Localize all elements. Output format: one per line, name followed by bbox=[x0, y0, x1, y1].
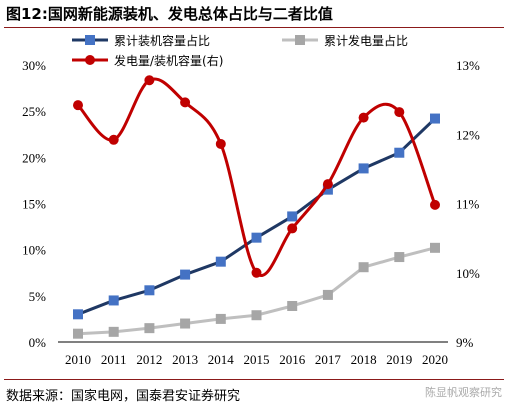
data-point-generation bbox=[144, 323, 155, 334]
data-point-generation bbox=[180, 318, 191, 329]
x-tick-label: 2015 bbox=[244, 352, 270, 367]
data-point-ratio bbox=[73, 100, 83, 111]
x-tick-label: 2016 bbox=[279, 352, 306, 367]
y-right-tick-label: 9% bbox=[456, 335, 474, 350]
legend: 累计装机容量占比 累计发电量占比 发电量/装机容量(右) bbox=[72, 33, 408, 68]
data-point-generation bbox=[215, 313, 226, 324]
y-left-tick-label: 30% bbox=[22, 58, 46, 73]
x-tick-label: 2013 bbox=[172, 352, 198, 367]
y-right-tick-label: 12% bbox=[456, 127, 480, 142]
data-point-generation bbox=[394, 252, 405, 263]
y-axis-right: 9% 10% 11% 12% 13% bbox=[456, 58, 480, 350]
x-tick-label: 2010 bbox=[65, 352, 91, 367]
data-point-ratio bbox=[180, 97, 191, 108]
data-point-ratio bbox=[322, 179, 333, 190]
data-point-generation bbox=[251, 310, 262, 321]
legend-marker-generation bbox=[295, 35, 305, 45]
data-point-generation bbox=[430, 242, 440, 253]
data-point-installed bbox=[215, 256, 226, 267]
data-point-generation bbox=[73, 328, 83, 339]
legend-label-ratio: 发电量/装机容量(右) bbox=[114, 53, 223, 68]
x-tick-label: 2020 bbox=[422, 352, 448, 367]
data-point-generation bbox=[358, 262, 369, 273]
chart-title: 图12:国网新能源装机、发电总体占比与二者比值 bbox=[6, 5, 333, 23]
source-note: 数据来源：国家电网，国泰君安证券研究 bbox=[6, 389, 241, 404]
y-left-tick-label: 15% bbox=[22, 197, 46, 212]
x-tick-label: 2017 bbox=[315, 352, 342, 367]
data-point-ratio bbox=[287, 223, 298, 234]
chart: 累计装机容量占比 累计发电量占比 发电量/装机容量(右) 0% 5% 10% 15% 2… bbox=[22, 33, 480, 367]
footer-rule bbox=[4, 379, 504, 380]
data-point-installed bbox=[108, 295, 119, 306]
data-point-generation bbox=[108, 326, 119, 337]
y-left-tick-label: 10% bbox=[22, 243, 46, 258]
data-point-installed bbox=[358, 163, 369, 174]
data-point-installed bbox=[430, 113, 440, 124]
data-point-installed bbox=[144, 285, 155, 296]
x-tick-label: 2018 bbox=[351, 352, 377, 367]
legend-label-generation: 累计发电量占比 bbox=[324, 33, 408, 48]
data-point-installed bbox=[322, 184, 333, 195]
x-tick-label: 2014 bbox=[208, 352, 235, 367]
data-point-ratio bbox=[251, 267, 262, 278]
data-point-ratio bbox=[108, 134, 119, 145]
legend-label-installed: 累计装机容量占比 bbox=[114, 33, 210, 48]
data-point-installed bbox=[73, 309, 83, 320]
y-right-tick-label: 11% bbox=[456, 197, 480, 212]
data-point-ratio bbox=[215, 138, 226, 149]
y-axis-left: 0% 5% 10% 15% 20% 25% 30% bbox=[22, 58, 46, 350]
data-point-generation bbox=[287, 300, 298, 311]
y-left-tick-label: 5% bbox=[29, 289, 47, 304]
legend-marker-installed bbox=[85, 35, 95, 45]
data-point-installed bbox=[394, 147, 405, 158]
y-right-tick-label: 13% bbox=[456, 58, 480, 73]
y-left-tick-label: 20% bbox=[22, 150, 46, 165]
y-left-tick-label: 0% bbox=[29, 335, 47, 350]
y-left-tick-label: 25% bbox=[22, 104, 46, 119]
data-point-generation bbox=[322, 289, 333, 300]
series-line-installed bbox=[77, 117, 437, 316]
x-tick-label: 2011 bbox=[101, 352, 127, 367]
series-line-generation bbox=[77, 246, 436, 336]
data-point-installed bbox=[287, 211, 298, 222]
x-axis: 2010 2011 2012 2013 2014 2015 2016 2017 2018 2019… bbox=[65, 352, 448, 367]
plot-area bbox=[73, 75, 440, 339]
legend-marker-ratio bbox=[85, 55, 95, 65]
data-point-ratio bbox=[430, 199, 440, 210]
watermark: 陈显帆观察研究 bbox=[425, 386, 502, 399]
y-right-tick-label: 10% bbox=[456, 266, 480, 281]
data-point-installed bbox=[180, 269, 191, 280]
data-point-ratio bbox=[394, 107, 405, 118]
series-line-ratio bbox=[76, 77, 437, 277]
title-rule bbox=[4, 27, 504, 28]
data-point-installed bbox=[251, 232, 262, 243]
x-tick-label: 2019 bbox=[386, 352, 412, 367]
data-point-ratio bbox=[358, 112, 369, 123]
x-tick-label: 2012 bbox=[136, 352, 162, 367]
data-point-ratio bbox=[144, 75, 155, 86]
